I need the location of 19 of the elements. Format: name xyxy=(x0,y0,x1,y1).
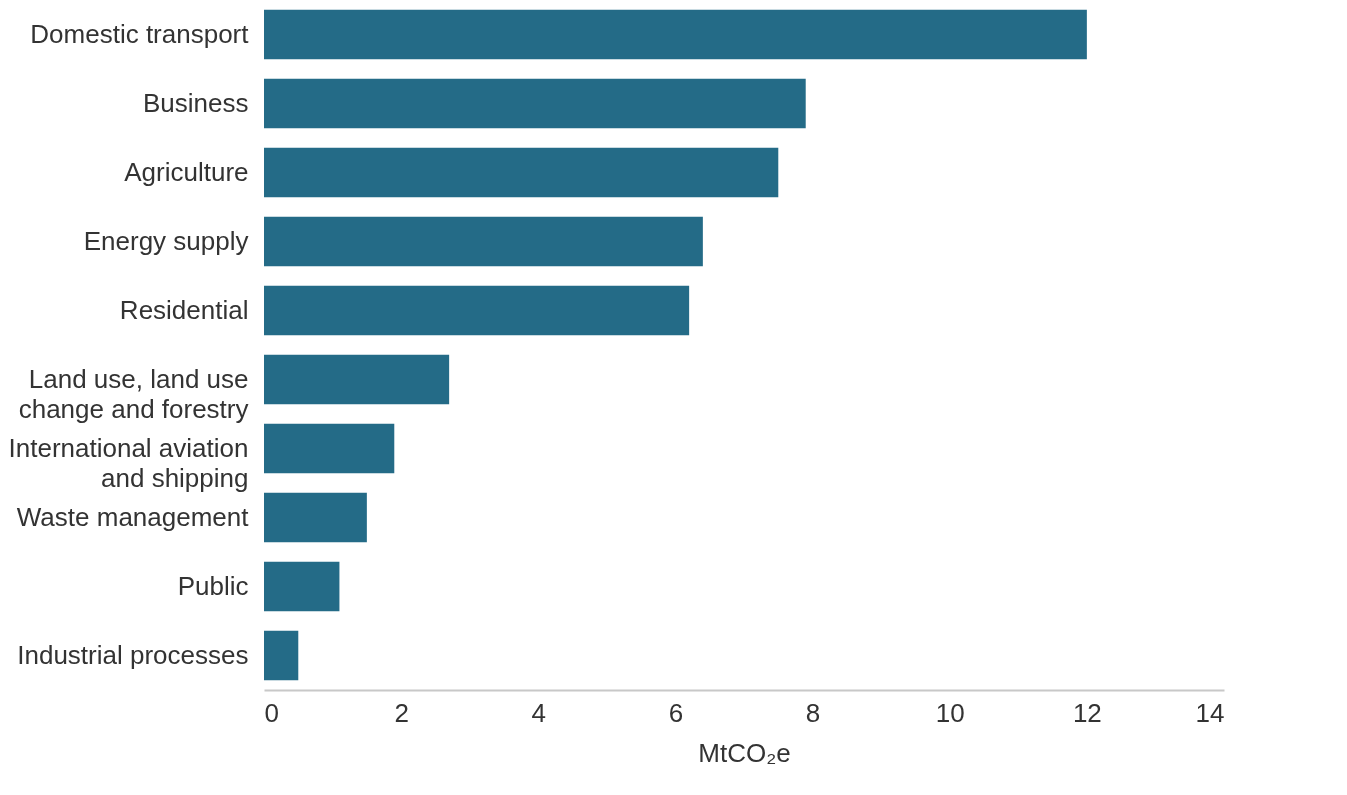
y-tick-label: Domestic transport xyxy=(30,18,250,49)
x-tick-label: 12 xyxy=(1072,697,1102,728)
x-tick-label: 10 xyxy=(935,697,965,728)
y-tick-label: Public xyxy=(177,570,249,601)
x-axis-title: MtCO₂e xyxy=(698,737,791,768)
y-tick-label: Energy supply xyxy=(83,225,249,256)
y-tick-label: Business xyxy=(143,87,249,118)
y-tick-label: Waste management xyxy=(16,501,250,532)
y-tick-label: Residential xyxy=(119,294,249,325)
x-tick-label: 8 xyxy=(805,697,821,728)
x-tick-label: 0 xyxy=(264,697,279,728)
x-tick-label: 2 xyxy=(394,697,409,728)
y-tick-label: Industrial processes xyxy=(17,639,249,670)
y-tick-label: International aviation and shipping xyxy=(8,432,249,493)
x-tick-label: 14 xyxy=(1195,697,1225,728)
y-tick-label: Agriculture xyxy=(124,156,249,187)
x-tick-label: 6 xyxy=(668,697,684,728)
x-tick-label: 4 xyxy=(531,697,547,728)
y-tick-label: Land use, land use change and forestry xyxy=(18,363,249,424)
